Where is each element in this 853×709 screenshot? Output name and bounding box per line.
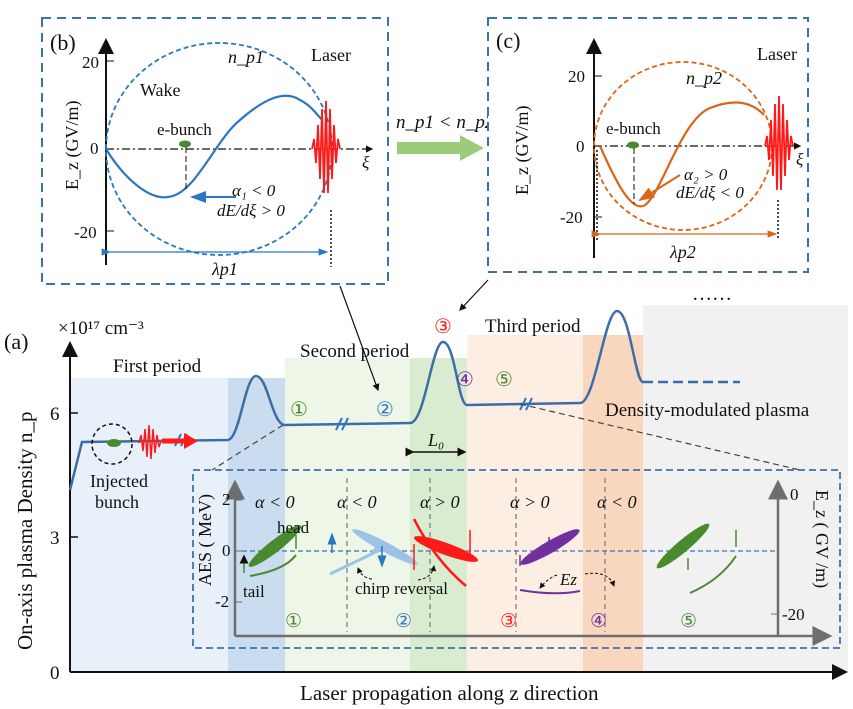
- injected-label: Injected: [90, 471, 148, 491]
- alpha-1: α < 0: [255, 492, 295, 512]
- inset-marker-4: ④: [590, 611, 607, 632]
- tail-label: tail: [243, 582, 265, 601]
- b-wake-field: [105, 94, 323, 199]
- panel-b: (b) 20 0 -20 E_z (GV/m) ξ Laser n_p1 Wak…: [41, 17, 389, 285]
- c-bunch-icon: [627, 141, 639, 149]
- inset-tick-2: 2: [222, 490, 231, 509]
- c-xi: ξ: [796, 150, 804, 169]
- density-profile: [68, 309, 645, 491]
- period-bands: [70, 305, 848, 672]
- bunch-label: bunch: [95, 492, 139, 512]
- ellipsis: ……: [692, 283, 732, 305]
- panel-c-label: (c): [496, 28, 520, 53]
- ez-label: Ez: [559, 570, 577, 589]
- c-condition-1: α₂ > 0: [684, 165, 728, 184]
- aes-inset: 2 0 -2 AES ( MeV) 0 -20 E_z ( GV /m) α <…: [192, 469, 841, 649]
- chirp-reversal-label: chirp reversal: [355, 579, 448, 598]
- c-tick-20: 20: [568, 67, 585, 86]
- b-bunch-label: e-bunch: [157, 120, 212, 139]
- inset-marker-2: ②: [395, 611, 412, 632]
- modulated-plasma-label: Density-modulated plasma: [605, 400, 810, 421]
- third-period-label: Third period: [485, 316, 581, 337]
- panel-c-frame: [487, 17, 809, 273]
- transition-arrow-shaft: [397, 142, 462, 154]
- zoom-line-left: [211, 424, 284, 471]
- marker-2: ②: [376, 399, 394, 421]
- b-condition-2: dE/dξ > 0: [217, 201, 285, 220]
- transition-label: n_p1 < n_p2: [396, 112, 495, 133]
- c-wavelength: λp2: [669, 242, 696, 262]
- b-condition-1: α₁ < 0: [232, 181, 276, 200]
- b-laser-pulse: [311, 100, 341, 194]
- zoom-line-right: [519, 403, 801, 471]
- first-period-label: First period: [113, 356, 202, 377]
- y-tick-6: 6: [50, 404, 60, 425]
- b-tick-0: 0: [90, 139, 99, 158]
- c-wake-field: [598, 101, 765, 208]
- propagation-arrow-head: [184, 433, 198, 449]
- b-bunch-icon: [179, 140, 191, 148]
- transition-arrow-head: [460, 135, 484, 161]
- inset-marker-3: ③: [500, 611, 517, 632]
- c-tick-m20: -20: [560, 208, 583, 227]
- marker-5: ⑤: [495, 369, 513, 391]
- head-label: head: [277, 518, 310, 537]
- b-wavelength: λp1: [211, 259, 238, 279]
- c-laser-pulse: [764, 95, 794, 191]
- small-laser-icon: [138, 424, 162, 460]
- connector-b: [339, 285, 380, 392]
- c-density-label: n_p2: [686, 68, 722, 88]
- inset-right-label: E_z ( GV /m): [811, 490, 832, 588]
- panel-a-x-label: Laser propagation along z direction: [300, 681, 599, 705]
- inset-frame: [192, 469, 841, 649]
- inset-right-tick-0: 0: [790, 485, 799, 504]
- panel-b-label: (b): [50, 30, 76, 55]
- injection-circle: [91, 423, 133, 465]
- c-tick-0: 0: [576, 137, 585, 156]
- c-bunch-label: e-bunch: [606, 119, 661, 138]
- c-laser-label: Laser: [757, 44, 797, 64]
- alpha-5: α < 0: [597, 492, 637, 512]
- b-laser-label: Laser: [311, 45, 351, 65]
- panel-c: (c) 20 0 -20 E_z (GV/m) ξ Laser n_p2 e-b…: [487, 17, 809, 273]
- b-density-label: n_p1: [228, 47, 264, 67]
- b-y-label: E_z (GV/m): [62, 101, 83, 190]
- band-modulated: [643, 305, 848, 672]
- inset-marker-1: ①: [285, 611, 302, 632]
- panel-a-y-label: On-axis plasma Density n_p: [13, 411, 37, 650]
- marker-4: ④: [456, 369, 474, 391]
- second-period-label: Second period: [300, 341, 410, 362]
- L0-label: L₀: [427, 430, 444, 450]
- marker-1: ①: [290, 399, 308, 421]
- b-tick-m20: -20: [74, 223, 97, 242]
- marker-3: ③: [434, 316, 452, 338]
- inset-right-tick-m20: -20: [782, 605, 805, 624]
- connector-c: [459, 279, 489, 311]
- band-third-dark: [583, 335, 643, 672]
- inset-tick-m2: -2: [215, 592, 229, 611]
- inset-tick-0: 0: [222, 541, 231, 560]
- inset-left-label: AES ( MeV): [195, 494, 216, 586]
- b-xi: ξ: [362, 153, 370, 172]
- alpha-3: α > 0: [420, 492, 460, 512]
- band-third-light: [467, 335, 583, 672]
- c-condition-2: dE/dξ < 0: [676, 183, 744, 202]
- injected-bunch-icon: [107, 439, 121, 447]
- panel-a-label: (a): [4, 329, 28, 354]
- inset-marker-5: ⑤: [680, 611, 697, 632]
- c-y-label: E_z (GV/m): [512, 106, 533, 195]
- b-wake-label: Wake: [140, 80, 181, 100]
- y-tick-0: 0: [50, 663, 60, 684]
- alpha-4: α > 0: [510, 492, 550, 512]
- b-tick-20: 20: [82, 53, 99, 72]
- band-second-dark: [410, 358, 467, 672]
- density-unit: ×10¹⁷ cm⁻³: [58, 318, 144, 339]
- y-tick-3: 3: [50, 528, 60, 549]
- alpha-2: α < 0: [337, 492, 377, 512]
